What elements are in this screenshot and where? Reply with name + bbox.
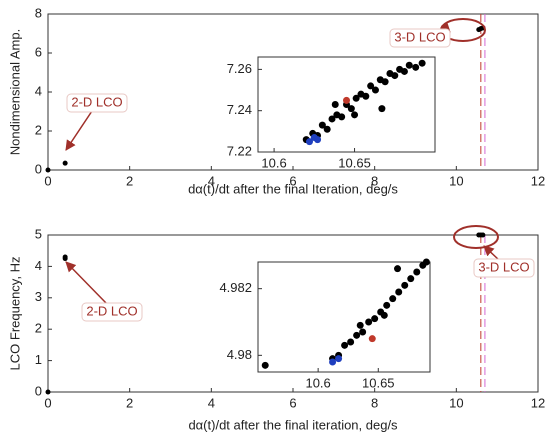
point	[400, 67, 408, 75]
annotation: 3-D LCO	[394, 29, 445, 44]
y-tick-label: 4.982	[219, 280, 252, 295]
point	[383, 301, 391, 309]
y-tick-label: 4.98	[227, 347, 252, 362]
point	[359, 328, 367, 336]
point	[335, 355, 343, 363]
point	[352, 94, 360, 102]
x-tick-label: 6	[289, 395, 296, 410]
point	[318, 121, 326, 129]
y-tick-label: 4	[35, 83, 42, 98]
y-tick-label: 1	[35, 352, 42, 367]
x-tick-label: 4	[208, 173, 215, 188]
point	[412, 63, 420, 71]
y-tick-label: 7.26	[227, 61, 252, 76]
point	[341, 341, 349, 349]
x-tick-label: 12	[531, 395, 545, 410]
point	[371, 86, 379, 94]
x-tick-label: 4	[208, 395, 215, 410]
inset-frame	[257, 261, 431, 373]
annotation-arrow	[65, 110, 93, 151]
y-tick-label: 2	[35, 122, 42, 137]
point	[394, 265, 402, 273]
point	[45, 389, 51, 395]
x-axis-label: dα(t)/dt after the final iteration, deg/…	[188, 417, 398, 432]
annotation: 2-D LCO	[71, 94, 122, 109]
x-tick-label: 2	[126, 173, 133, 188]
x-tick-label: 8	[371, 173, 378, 188]
point	[331, 101, 339, 108]
point	[413, 268, 421, 276]
y-tick-label: 2	[35, 321, 42, 336]
annotation-arrow	[483, 245, 500, 261]
x-tick-label: 6	[289, 173, 296, 188]
point	[418, 59, 426, 67]
point	[329, 358, 337, 366]
point	[362, 92, 370, 100]
point	[347, 105, 355, 113]
point	[480, 232, 486, 238]
point	[367, 82, 375, 90]
point	[391, 72, 399, 80]
highlight-ellipse	[453, 225, 499, 249]
y-tick-label: 7.24	[227, 102, 252, 117]
y-tick-label: 0	[35, 161, 42, 176]
point	[328, 115, 336, 123]
point	[365, 318, 373, 326]
annotation-box	[473, 258, 535, 278]
annotation-box	[389, 28, 451, 48]
annotation: 3-D LCO	[478, 259, 529, 274]
x-tick-label: 10.6	[261, 155, 286, 170]
point	[45, 167, 51, 173]
y-tick-label: 6	[35, 44, 42, 59]
x-tick-label: 0	[44, 395, 51, 410]
point	[338, 113, 346, 121]
annotation-arrow	[65, 261, 108, 305]
point	[351, 111, 359, 119]
y-axis-label: LCO Frequency, Hz	[7, 257, 22, 371]
y-tick-label: 8	[35, 5, 42, 20]
x-tick-label: 10	[449, 173, 463, 188]
point	[356, 321, 364, 329]
x-tick-label: 10.65	[362, 375, 395, 390]
point	[347, 338, 355, 346]
y-tick-label: 7.22	[227, 143, 252, 158]
point	[422, 258, 430, 266]
point	[368, 335, 376, 343]
y-tick-label: 4	[35, 258, 42, 273]
x-tick-label: 0	[44, 173, 51, 188]
point	[323, 125, 331, 133]
point	[405, 61, 413, 69]
point	[378, 105, 386, 113]
point	[407, 275, 415, 283]
x-tick-label: 2	[126, 395, 133, 410]
x-tick-label: 10.6	[305, 375, 330, 390]
point	[401, 281, 409, 289]
y-tick-label: 3	[35, 289, 42, 304]
x-tick-label: 12	[531, 173, 545, 188]
y-axis-label: Nondimensional Amp.	[7, 29, 22, 155]
point	[381, 78, 389, 86]
x-axis-label: dα(t)/dt after the final Iteration, deg/…	[188, 181, 398, 196]
point	[353, 331, 361, 339]
point	[62, 160, 68, 166]
annotation: 2-D LCO	[86, 303, 137, 318]
point	[380, 311, 388, 319]
annotation-box	[66, 93, 128, 113]
y-tick-label: 0	[35, 383, 42, 398]
point	[305, 138, 313, 146]
point	[395, 288, 403, 296]
point	[389, 295, 397, 303]
x-tick-label: 10	[449, 395, 463, 410]
point	[343, 96, 350, 104]
point	[62, 254, 68, 260]
point	[261, 361, 269, 369]
x-tick-label: 8	[371, 395, 378, 410]
point	[314, 136, 322, 144]
point	[371, 315, 379, 323]
annotation-box	[81, 302, 143, 322]
x-tick-label: 10.65	[338, 155, 371, 170]
y-tick-label: 5	[35, 226, 42, 241]
